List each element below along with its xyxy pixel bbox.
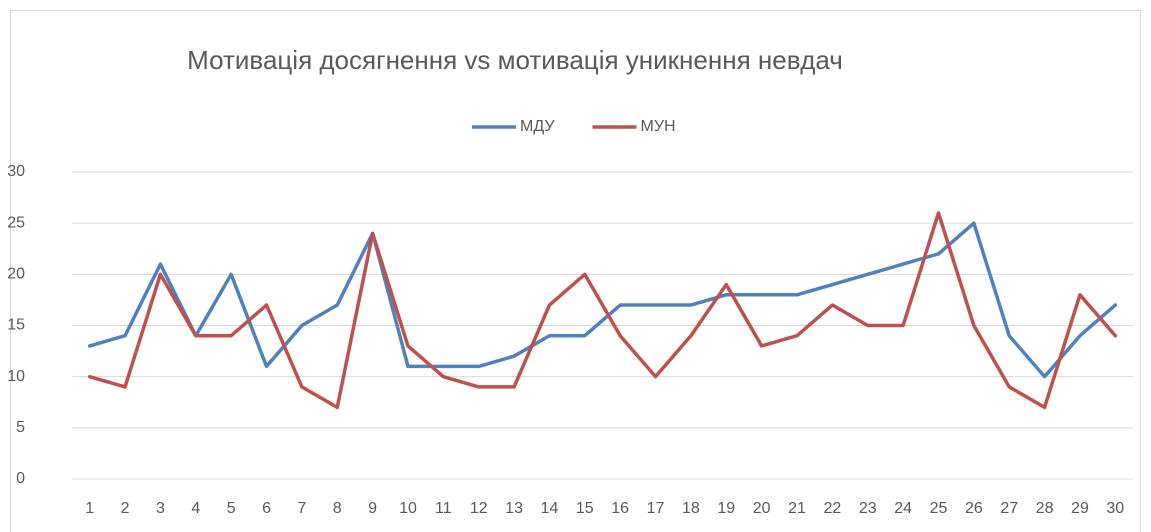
y-tick-label: 25 <box>7 214 25 231</box>
x-tick-label: 17 <box>647 500 665 517</box>
x-tick-label: 14 <box>541 500 559 517</box>
x-tick-label: 19 <box>717 500 735 517</box>
x-tick-label: 16 <box>611 500 629 517</box>
x-tick-label: 11 <box>435 500 452 517</box>
x-tick-label: 2 <box>121 500 130 517</box>
x-tick-label: 13 <box>505 500 523 517</box>
y-tick-label: 5 <box>16 419 25 436</box>
x-tick-label: 18 <box>682 500 700 517</box>
x-tick-label: 22 <box>823 500 841 517</box>
series-line <box>87 211 1118 410</box>
x-tick-label: 6 <box>262 500 271 517</box>
x-tick-label: 15 <box>576 500 594 517</box>
x-tick-label: 23 <box>859 500 877 517</box>
chart-title: Мотивація досягнення vs мотивація уникне… <box>187 45 843 75</box>
x-tick-label: 5 <box>227 500 236 517</box>
x-tick-label: 8 <box>333 500 342 517</box>
legend-label: МУН <box>641 118 676 135</box>
y-tick-label: 10 <box>7 368 25 385</box>
y-tick-label: 20 <box>7 266 25 283</box>
x-tick-label: 26 <box>965 500 983 517</box>
chart-frame <box>10 10 1141 532</box>
x-tick-label: 20 <box>753 500 771 517</box>
series-line <box>87 221 1118 379</box>
x-tick-label: 25 <box>930 500 948 517</box>
legend-label: МДУ <box>520 118 555 135</box>
x-tick-label: 9 <box>368 500 377 517</box>
y-tick-label: 15 <box>7 317 25 334</box>
x-tick-label: 21 <box>788 500 806 517</box>
x-tick-label: 1 <box>85 500 94 517</box>
x-tick-label: 10 <box>399 500 417 517</box>
x-tick-label: 28 <box>1036 500 1054 517</box>
x-tick-label: 24 <box>894 500 912 517</box>
y-tick-label: 0 <box>16 470 25 487</box>
x-tick-label: 27 <box>1000 500 1018 517</box>
x-tick-label: 4 <box>191 500 200 517</box>
y-tick-label: 30 <box>7 163 25 180</box>
x-tick-label: 29 <box>1071 500 1089 517</box>
x-tick-label: 7 <box>297 500 306 517</box>
x-tick-label: 30 <box>1106 500 1124 517</box>
x-tick-label: 3 <box>156 500 165 517</box>
x-tick-label: 12 <box>470 500 488 517</box>
